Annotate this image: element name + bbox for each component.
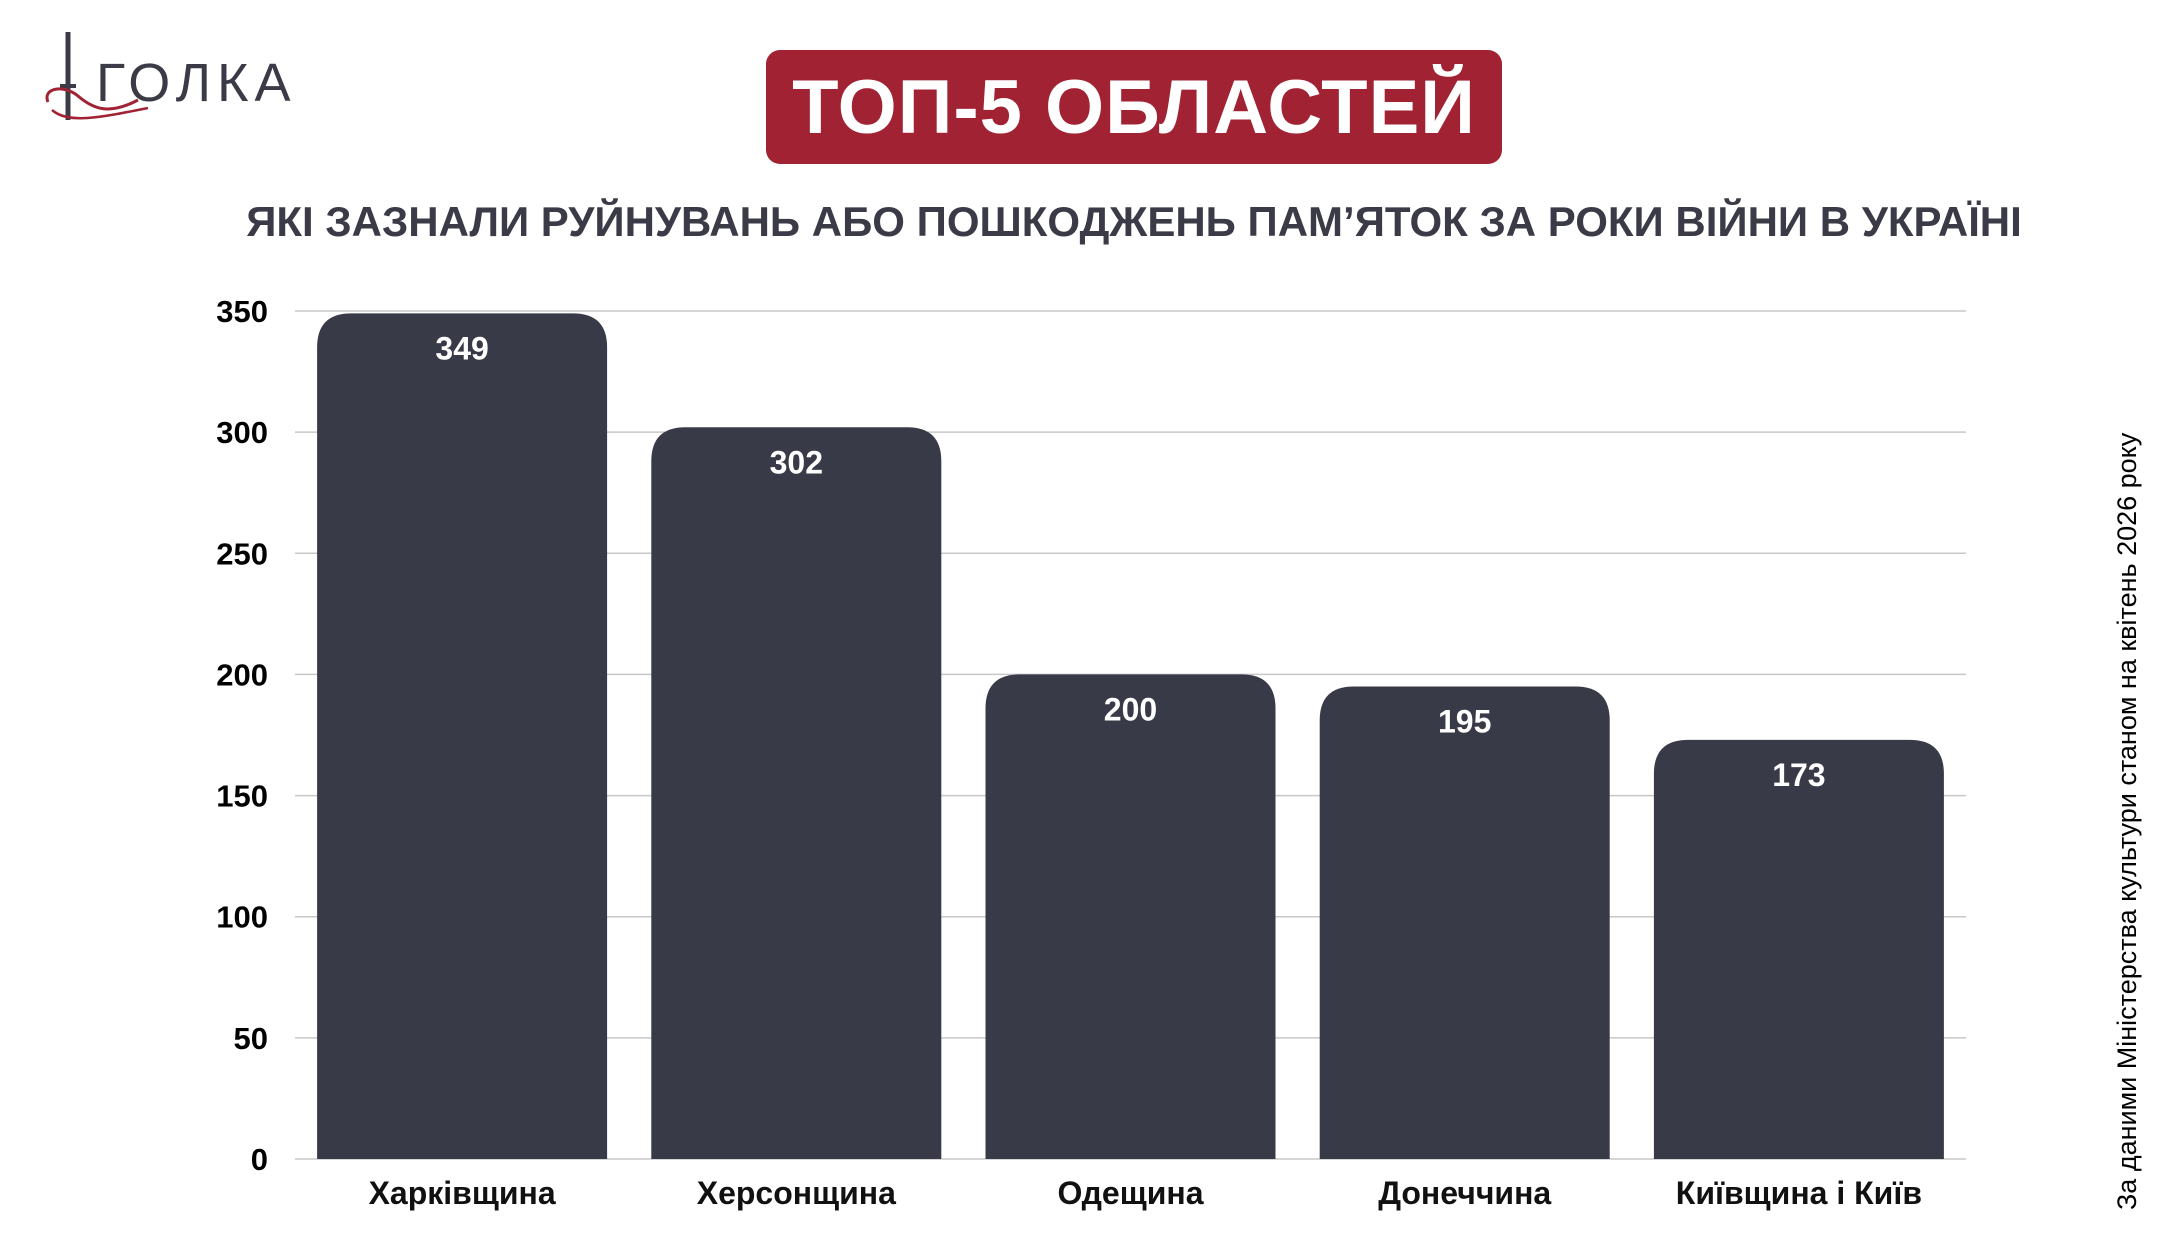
value-label: 200 (1104, 691, 1157, 727)
chart-subtitle: ЯКІ ЗАЗНАЛИ РУЙНУВАНЬ АБО ПОШКОДЖЕНЬ ПАМ… (246, 198, 2022, 245)
y-tick-label: 300 (216, 415, 268, 450)
logo-text: ГОЛКА (96, 53, 297, 113)
chart-title: ТОП-5 ОБЛАСТЕЙ (792, 64, 1476, 150)
value-label: 302 (770, 444, 823, 480)
y-tick-label: 350 (216, 294, 268, 329)
y-tick-label: 150 (216, 779, 268, 814)
category-label: Херсонщина (697, 1175, 896, 1211)
bar (1653, 739, 1944, 1159)
category-label: Київщина і Київ (1676, 1175, 1922, 1211)
category-label: Донеччина (1378, 1175, 1551, 1211)
category-label: Одещина (1058, 1175, 1204, 1211)
title-banner: ТОП-5 ОБЛАСТЕЙ (766, 50, 1502, 164)
logo: ГОЛКА (38, 28, 291, 132)
category-labels: Харківщина Херсонщина Одещина Донеччина Київ… (369, 1175, 1922, 1211)
y-tick-label: 50 (234, 1021, 268, 1056)
bars (317, 313, 1944, 1160)
bar (651, 427, 942, 1160)
y-axis-ticks: 0 50 100 150 200 250 300 350 (216, 294, 268, 1177)
value-label: 173 (1772, 757, 1825, 793)
category-label: Харківщина (369, 1175, 556, 1211)
y-tick-label: 250 (216, 536, 268, 571)
bar (317, 313, 608, 1159)
y-tick-label: 0 (251, 1142, 268, 1177)
value-labels: 349 302 200 195 173 (435, 330, 1825, 792)
bar (1319, 686, 1610, 1159)
y-tick-label: 200 (216, 657, 268, 692)
bar (985, 674, 1276, 1159)
value-label: 195 (1438, 704, 1491, 740)
needle-logo-icon (45, 32, 149, 120)
value-label: 349 (435, 330, 488, 366)
source-note: За даними Міністерства культури станом н… (2112, 432, 2142, 1210)
y-tick-label: 100 (216, 900, 268, 935)
